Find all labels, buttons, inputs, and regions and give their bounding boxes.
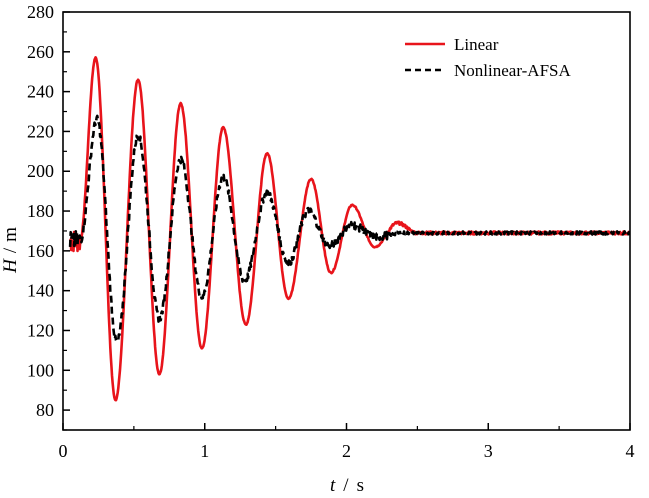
y-axis-unit: m — [0, 227, 21, 242]
x-tick-label: 3 — [484, 441, 493, 461]
plot-area — [68, 55, 631, 402]
series-line-linear — [68, 55, 631, 402]
y-tick-label: 160 — [27, 241, 54, 261]
x-tick-label: 1 — [200, 441, 209, 461]
series-line-nonlinear-afsa — [68, 114, 631, 343]
x-tick-label: 2 — [342, 441, 351, 461]
y-tick-label: 240 — [27, 82, 54, 102]
y-tick-label: 120 — [27, 320, 54, 340]
x-tick-label: 0 — [59, 441, 68, 461]
y-tick-label: 260 — [27, 42, 54, 62]
legend-label-nonlinear: Nonlinear-AFSA — [454, 61, 571, 80]
y-tick-label: 100 — [27, 360, 54, 380]
y-axis-var: H — [0, 258, 21, 274]
y-tick-label: 280 — [27, 2, 54, 22]
ticks: 0 1 2 3 4 80 100 120 140 160 180 200 220 240 260 280 — [27, 2, 635, 461]
x-axis-var: t — [330, 475, 336, 496]
y-tick-label: 180 — [27, 201, 54, 221]
y-tick-label: 80 — [36, 400, 54, 420]
y-axis-label: H/m — [0, 227, 21, 274]
y-tick-label: 220 — [27, 121, 54, 141]
legend-label-linear: Linear — [454, 35, 499, 54]
x-axis-label: t / s — [330, 475, 364, 496]
x-tick-label: 4 — [626, 441, 635, 461]
legend: Linear Nonlinear-AFSA — [405, 35, 571, 80]
x-axis-unit: s — [357, 475, 364, 496]
y-tick-label: 200 — [27, 161, 54, 181]
y-tick-label: 140 — [27, 281, 54, 301]
